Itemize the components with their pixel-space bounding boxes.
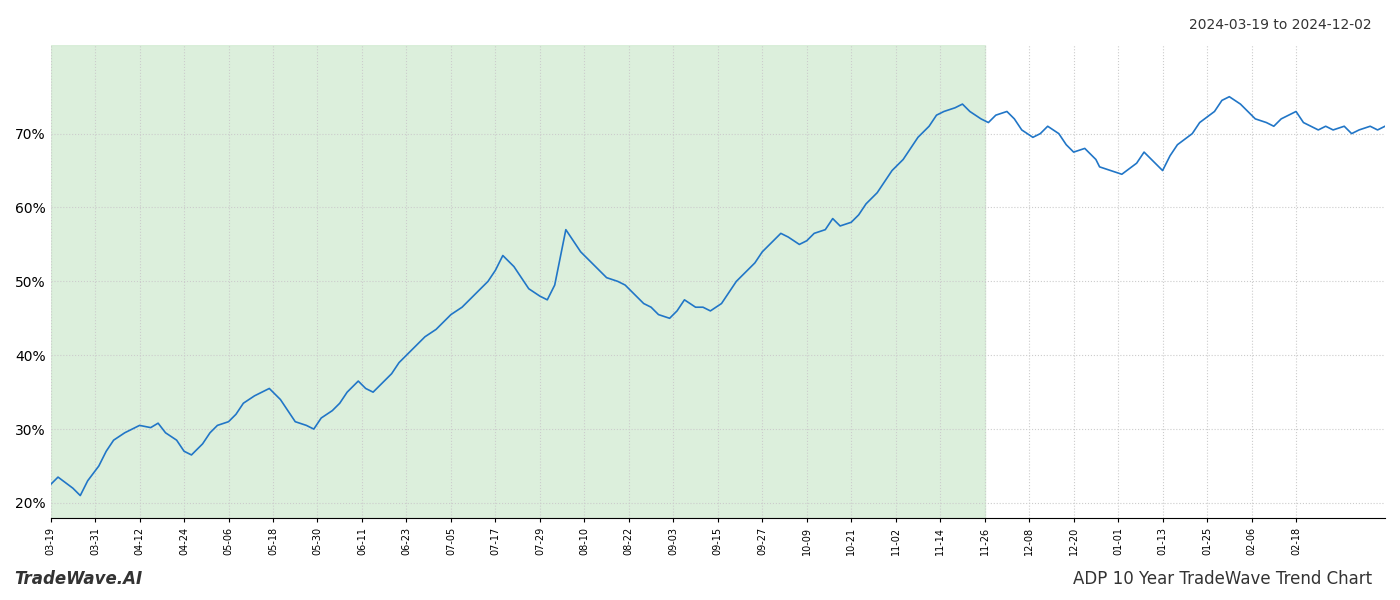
- Text: 2024-03-19 to 2024-12-02: 2024-03-19 to 2024-12-02: [1190, 18, 1372, 32]
- Bar: [50, 45, 984, 518]
- Text: ADP 10 Year TradeWave Trend Chart: ADP 10 Year TradeWave Trend Chart: [1072, 570, 1372, 588]
- Text: TradeWave.AI: TradeWave.AI: [14, 570, 143, 588]
